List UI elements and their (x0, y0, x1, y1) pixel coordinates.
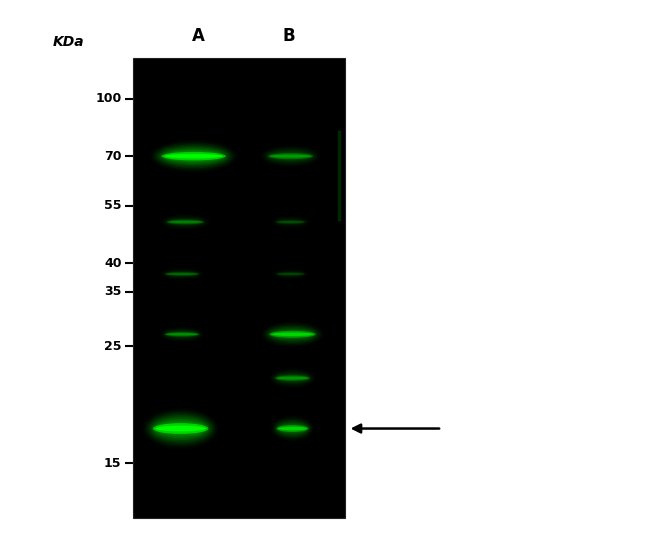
Bar (133, 58, 345, 518)
Ellipse shape (268, 327, 317, 342)
Ellipse shape (155, 426, 206, 431)
Ellipse shape (276, 272, 306, 276)
Ellipse shape (271, 329, 314, 339)
Ellipse shape (270, 328, 315, 340)
Ellipse shape (170, 220, 200, 224)
Text: 35: 35 (104, 285, 122, 298)
Ellipse shape (166, 273, 198, 275)
Ellipse shape (151, 417, 210, 440)
Ellipse shape (160, 147, 228, 165)
Ellipse shape (156, 144, 231, 168)
Ellipse shape (271, 153, 310, 159)
Ellipse shape (161, 152, 226, 161)
Ellipse shape (150, 415, 212, 442)
Ellipse shape (168, 153, 218, 159)
Text: 40: 40 (104, 256, 122, 270)
Text: 55: 55 (104, 199, 122, 212)
Ellipse shape (276, 421, 309, 436)
Ellipse shape (164, 154, 223, 158)
Ellipse shape (271, 333, 314, 336)
Ellipse shape (168, 333, 196, 336)
Ellipse shape (276, 425, 309, 432)
Ellipse shape (270, 152, 311, 161)
Text: 100: 100 (96, 92, 122, 105)
Ellipse shape (276, 374, 309, 382)
Ellipse shape (158, 146, 229, 167)
Text: 70: 70 (104, 150, 122, 163)
Ellipse shape (274, 420, 311, 437)
Ellipse shape (146, 411, 215, 446)
Text: KDa: KDa (53, 35, 84, 49)
Text: B: B (283, 27, 296, 45)
Ellipse shape (266, 326, 318, 343)
Ellipse shape (266, 150, 315, 163)
Ellipse shape (270, 155, 311, 158)
Ellipse shape (148, 413, 213, 444)
Ellipse shape (166, 220, 204, 224)
Ellipse shape (277, 221, 304, 223)
Ellipse shape (276, 373, 309, 383)
Ellipse shape (273, 154, 308, 158)
Ellipse shape (277, 423, 308, 435)
Text: A: A (192, 27, 205, 45)
Ellipse shape (274, 373, 311, 384)
Ellipse shape (162, 149, 225, 164)
Ellipse shape (274, 332, 311, 336)
Ellipse shape (268, 151, 313, 162)
Ellipse shape (153, 142, 234, 170)
Ellipse shape (279, 425, 306, 432)
Ellipse shape (153, 423, 209, 434)
Ellipse shape (164, 272, 200, 276)
Ellipse shape (278, 273, 304, 275)
Ellipse shape (166, 152, 221, 161)
Ellipse shape (268, 153, 313, 159)
Ellipse shape (167, 332, 197, 336)
Ellipse shape (269, 331, 316, 338)
Ellipse shape (278, 375, 307, 381)
Ellipse shape (168, 221, 203, 223)
Ellipse shape (280, 426, 305, 431)
Ellipse shape (157, 423, 204, 434)
Ellipse shape (155, 421, 206, 436)
Ellipse shape (276, 377, 309, 379)
Ellipse shape (279, 376, 306, 380)
Ellipse shape (153, 419, 208, 438)
Text: 25: 25 (104, 340, 122, 353)
Ellipse shape (276, 220, 305, 224)
Ellipse shape (273, 330, 312, 338)
Ellipse shape (278, 427, 307, 430)
Ellipse shape (159, 425, 202, 432)
Ellipse shape (166, 333, 198, 335)
Ellipse shape (275, 375, 310, 381)
Ellipse shape (164, 332, 200, 336)
Ellipse shape (164, 150, 223, 162)
Text: 15: 15 (104, 456, 122, 470)
Ellipse shape (278, 424, 307, 433)
